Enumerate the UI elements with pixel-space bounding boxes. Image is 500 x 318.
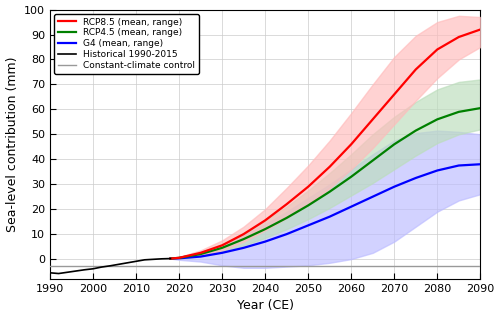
X-axis label: Year (CE): Year (CE) bbox=[236, 300, 294, 313]
Y-axis label: Sea-level contribution (mm): Sea-level contribution (mm) bbox=[6, 57, 18, 232]
Legend: RCP8.5 (mean, range), RCP4.5 (mean, range), G4 (mean, range), Historical 1990-20: RCP8.5 (mean, range), RCP4.5 (mean, rang… bbox=[54, 14, 199, 73]
